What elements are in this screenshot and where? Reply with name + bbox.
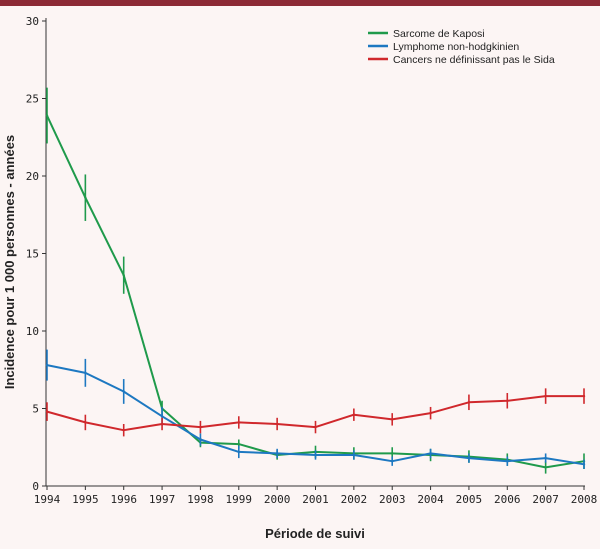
series-line bbox=[46, 115, 585, 469]
data-point bbox=[237, 421, 240, 424]
series-0 bbox=[45, 87, 586, 474]
y-tick-label: 5 bbox=[32, 403, 39, 416]
x-tick-label: 1998 bbox=[187, 493, 214, 506]
data-point bbox=[45, 363, 49, 367]
data-point bbox=[467, 456, 471, 460]
data-point bbox=[237, 450, 240, 454]
data-point bbox=[84, 371, 87, 375]
y-tick-label: 10 bbox=[26, 325, 39, 338]
x-tick-label: 1994 bbox=[34, 493, 61, 506]
data-point bbox=[275, 422, 279, 426]
data-point bbox=[160, 422, 164, 426]
data-point bbox=[506, 460, 509, 463]
x-tick-label: 2005 bbox=[456, 493, 483, 506]
y-tick-label: 20 bbox=[26, 170, 39, 183]
data-point bbox=[84, 196, 87, 199]
y-axis-label: Incidence pour 1 000 personnes - années bbox=[2, 135, 17, 389]
chart-axes bbox=[45, 18, 585, 487]
x-tick-label: 2008 bbox=[571, 493, 598, 506]
data-point bbox=[160, 415, 164, 418]
series-layer bbox=[45, 87, 586, 474]
x-axis-ticks: 1994 1995 1996 1997 1998 1999 2000 2001 2002 2003… bbox=[34, 486, 598, 506]
x-tick-label: 1995 bbox=[72, 493, 99, 506]
legend-label: Lymphome non-hodgkinien bbox=[393, 41, 519, 53]
data-point bbox=[352, 453, 356, 457]
data-point bbox=[544, 466, 547, 469]
data-point bbox=[199, 425, 202, 429]
x-tick-label: 2000 bbox=[264, 493, 291, 506]
data-point bbox=[506, 399, 509, 402]
data-point bbox=[122, 429, 125, 432]
data-point bbox=[352, 413, 356, 416]
data-point bbox=[275, 452, 279, 455]
x-tick-label: 2002 bbox=[341, 493, 368, 506]
x-tick-label: 2003 bbox=[379, 493, 406, 506]
legend-label: Cancers ne définissant pas le Sida bbox=[393, 54, 555, 66]
data-point bbox=[467, 401, 471, 404]
data-point bbox=[314, 453, 317, 457]
x-tick-label: 1996 bbox=[110, 493, 137, 506]
data-point bbox=[391, 418, 394, 421]
x-tick-label: 2006 bbox=[494, 493, 521, 506]
x-tick-label: 2004 bbox=[417, 493, 444, 506]
y-tick-label: 15 bbox=[26, 248, 39, 261]
x-axis-label: Période de suivi bbox=[265, 526, 365, 541]
data-point bbox=[199, 438, 202, 441]
y-tick-label: 25 bbox=[26, 93, 39, 106]
x-tick-label: 1999 bbox=[226, 493, 253, 506]
series-1 bbox=[45, 349, 586, 469]
data-point bbox=[314, 425, 317, 429]
data-point bbox=[84, 421, 87, 424]
data-point bbox=[391, 460, 394, 463]
data-point bbox=[582, 394, 586, 398]
data-point bbox=[122, 274, 125, 277]
x-tick-label: 2001 bbox=[302, 493, 329, 506]
y-tick-label: 0 bbox=[32, 480, 39, 493]
data-point bbox=[391, 452, 394, 455]
x-tick-label: 2007 bbox=[532, 493, 559, 506]
series-2 bbox=[45, 388, 586, 437]
legend-label: Sarcome de Kaposi bbox=[393, 28, 485, 40]
data-point bbox=[582, 463, 586, 466]
data-point bbox=[429, 452, 432, 455]
data-point bbox=[544, 394, 547, 398]
data-point bbox=[544, 456, 547, 460]
top-accent-band bbox=[0, 0, 600, 6]
data-point bbox=[429, 411, 432, 415]
y-tick-label: 30 bbox=[26, 15, 39, 28]
data-point bbox=[122, 390, 125, 393]
data-point bbox=[237, 442, 240, 446]
data-point bbox=[45, 410, 49, 413]
y-axis-ticks: 0 5 10 15 20 25 30 bbox=[26, 15, 46, 493]
data-point bbox=[45, 114, 49, 117]
x-tick-label: 1997 bbox=[149, 493, 176, 506]
